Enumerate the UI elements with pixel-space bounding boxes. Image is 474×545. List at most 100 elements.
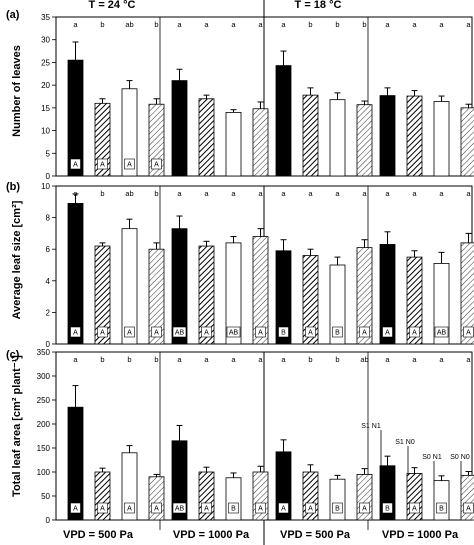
significance-letter: a	[335, 189, 340, 198]
in-bar-letter: A	[154, 506, 159, 513]
in-bar-letter-box	[332, 502, 343, 514]
in-bar-letter-box	[382, 326, 393, 338]
in-bar-letter: A	[466, 330, 471, 337]
significance-letter: a	[439, 20, 444, 29]
in-bar-letter-box	[97, 502, 108, 514]
significance-letter: a	[466, 189, 471, 198]
ylabel-b: Average leaf size [cm²]	[11, 200, 23, 319]
significance-letter: b	[335, 355, 339, 364]
in-bar-letter-box	[201, 326, 212, 338]
in-bar-letter: B	[335, 506, 340, 513]
in-bar-letter: AB	[437, 330, 447, 337]
bar	[433, 480, 450, 521]
significance-letter: b	[127, 355, 131, 364]
in-bar-letter-box	[97, 326, 108, 338]
in-bar-letter: A	[308, 506, 313, 513]
bar	[433, 101, 450, 177]
significance-letter: a	[231, 20, 236, 29]
vpd-label-2: VPD = 1000 Pa	[173, 529, 250, 541]
in-bar-letter-box	[70, 326, 81, 338]
y-tick-label: 50	[41, 492, 50, 501]
significance-letter: b	[362, 20, 366, 29]
in-bar-letter: A	[204, 506, 209, 513]
panel-letter-a: (a)	[6, 9, 20, 21]
significance-letter: a	[204, 189, 209, 198]
in-bar-letter-box	[70, 502, 81, 514]
treatment-label-s1n0: S1 N0	[395, 439, 415, 446]
in-bar-letter: B	[335, 330, 340, 337]
bar	[67, 202, 84, 345]
y-tick-label: 10	[41, 182, 50, 191]
in-bar-letter: A	[308, 330, 313, 337]
significance-letter: b	[100, 20, 104, 29]
in-bar-letter-box	[97, 158, 108, 170]
y-tick-label: 30	[41, 36, 50, 45]
significance-letter: b	[100, 355, 104, 364]
bar	[67, 59, 84, 177]
y-tick-label: 300	[37, 372, 51, 381]
significance-letter: a	[73, 20, 78, 29]
in-bar-letter: AB	[175, 506, 185, 513]
significance-letter: ab	[125, 20, 133, 29]
in-bar-letter: A	[100, 162, 105, 169]
in-bar-letter-box	[172, 326, 187, 338]
y-tick-label: 35	[41, 13, 50, 22]
y-tick-label: 250	[37, 396, 51, 405]
in-bar-letter: A	[204, 330, 209, 337]
in-bar-letter-box	[172, 502, 187, 514]
significance-letter: a	[177, 20, 182, 29]
significance-letter: a	[281, 20, 286, 29]
in-bar-letter: B	[231, 506, 236, 513]
in-bar-letter: A	[73, 162, 78, 169]
in-bar-letter-box	[359, 502, 370, 514]
significance-letter: ab	[360, 355, 368, 364]
in-bar-letter-box	[151, 502, 162, 514]
panel-letter-c: (c)	[6, 349, 20, 361]
in-bar-letter-box	[228, 502, 239, 514]
treatment-label-s1n1: S1 N1	[361, 423, 381, 430]
in-bar-letter: AB	[175, 330, 185, 337]
ylabel-c: Total leaf area [cm² plant⁻¹]	[11, 355, 23, 497]
y-tick-label: 0	[46, 516, 51, 525]
y-tick-label: 0	[46, 340, 51, 349]
bar	[329, 99, 346, 177]
significance-letter: a	[73, 355, 78, 364]
in-bar-letter: A	[362, 330, 367, 337]
in-bar-letter-box	[434, 326, 449, 338]
y-tick-label: 0	[46, 172, 51, 181]
significance-letter: a	[258, 20, 263, 29]
in-bar-letter: A	[466, 506, 471, 513]
bar	[121, 228, 138, 345]
in-bar-letter-box	[409, 502, 420, 514]
in-bar-letter: A	[154, 330, 159, 337]
significance-letter: ab	[125, 189, 133, 198]
bar	[406, 95, 423, 177]
bar	[460, 474, 474, 521]
bar	[356, 104, 373, 177]
in-bar-letter-box	[409, 326, 420, 338]
y-tick-label: 350	[37, 348, 51, 357]
y-tick-label: 20	[41, 81, 50, 90]
vpd-label-3: VPD = 500 Pa	[280, 529, 351, 541]
significance-letter: b	[154, 355, 158, 364]
in-bar-letter-box	[278, 502, 289, 514]
vpd-label-4: VPD = 1000 Pa	[382, 529, 459, 541]
significance-letter: a	[385, 355, 390, 364]
in-bar-letter-box	[305, 502, 316, 514]
bar	[379, 95, 396, 177]
bar	[148, 476, 165, 521]
y-tick-label: 200	[37, 420, 51, 429]
bar	[171, 228, 188, 345]
in-bar-letter-box	[124, 158, 135, 170]
in-bar-letter: B	[385, 506, 390, 513]
y-tick-label: 150	[37, 444, 51, 453]
in-bar-letter-box	[359, 326, 370, 338]
vpd-label-1: VPD = 500 Pa	[63, 529, 134, 541]
bar	[225, 477, 242, 521]
bar	[171, 80, 188, 177]
in-bar-letter-box	[151, 158, 162, 170]
in-bar-letter: B	[439, 506, 444, 513]
